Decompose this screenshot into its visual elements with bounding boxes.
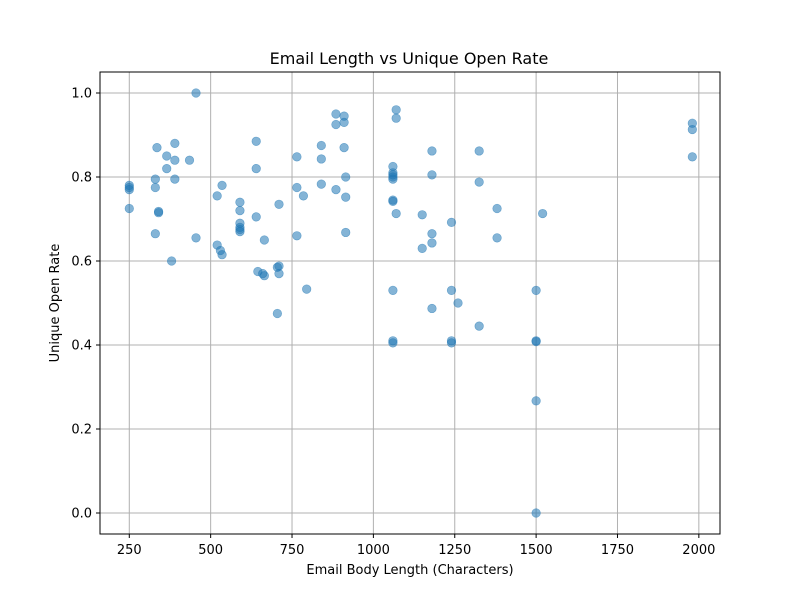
scatter-point	[124, 203, 134, 214]
scatter-point	[531, 337, 541, 347]
y-tick-label: 0.0	[71, 507, 92, 522]
scatter-point	[492, 233, 502, 243]
scatter-point	[538, 208, 548, 219]
scatter-point	[339, 117, 349, 127]
scatter-point	[388, 196, 398, 206]
plot-frame	[99, 71, 721, 535]
scatter-point	[531, 508, 541, 518]
scatter-point	[427, 146, 437, 156]
scatter-point	[427, 303, 437, 314]
scatter-point	[316, 140, 326, 151]
scatter-point	[687, 152, 697, 162]
scatter-point	[170, 155, 180, 165]
scatter-point	[150, 174, 160, 184]
scatter-point	[391, 208, 401, 219]
scatter-point	[341, 227, 351, 238]
scatter-point	[427, 229, 437, 239]
scatter-point	[251, 212, 261, 222]
scatter-point	[417, 210, 427, 220]
scatter-point	[152, 143, 162, 153]
x-axis-label: Email Body Length (Characters)	[306, 563, 513, 578]
scatter-point	[170, 174, 180, 184]
scatter-point	[302, 284, 312, 294]
x-tick-label: 1000	[357, 543, 390, 558]
scatter-point	[339, 143, 349, 153]
scatter-point	[474, 321, 484, 331]
scatter-point	[167, 256, 177, 266]
scatter-point	[292, 182, 302, 193]
scatter-point	[341, 172, 351, 182]
scatter-point	[191, 233, 201, 243]
scatter-point	[474, 146, 484, 156]
scatter-point	[446, 338, 457, 348]
x-tick-label: 750	[280, 543, 305, 558]
scatter-point	[212, 191, 222, 201]
scatter-point	[259, 235, 269, 245]
scatter-point	[162, 164, 172, 174]
scatter-point	[274, 199, 284, 209]
scatter-point	[453, 298, 463, 308]
scatter-point	[531, 285, 541, 296]
scatter-point	[292, 152, 302, 162]
x-tick-label: 500	[198, 543, 223, 558]
x-tick-label: 1750	[601, 543, 634, 558]
x-tick-label: 1250	[438, 543, 471, 558]
y-tick-label: 0.4	[71, 339, 92, 354]
scatter-point	[124, 185, 134, 195]
scatter-point	[150, 229, 160, 239]
scatter-point	[341, 192, 351, 202]
scatter-point	[446, 217, 457, 227]
scatter-point	[388, 285, 398, 296]
scatter-point	[687, 124, 697, 135]
scatter-point	[191, 88, 201, 98]
scatter-point	[153, 206, 164, 217]
scatter-point	[492, 203, 502, 214]
scatter-point	[427, 170, 437, 180]
scatter-point	[474, 177, 484, 187]
scatter-point	[162, 151, 172, 161]
scatter-point	[391, 113, 401, 123]
scatter-point	[388, 338, 398, 348]
scatter-point	[251, 164, 261, 174]
scatter-point	[272, 308, 282, 319]
scatter-point	[292, 231, 302, 241]
scatter-point	[331, 185, 341, 195]
scatter-point	[150, 182, 160, 193]
scatter-point	[274, 269, 284, 279]
x-tick-label: 250	[117, 543, 142, 558]
scatter-point	[316, 154, 326, 164]
grid-lines	[100, 72, 720, 534]
scatter-point	[235, 197, 245, 207]
y-tick-label: 0.2	[71, 423, 92, 438]
scatter-point	[417, 243, 427, 253]
scatter-point	[446, 285, 457, 296]
scatter-point	[217, 180, 227, 190]
scatter-point	[170, 138, 180, 148]
y-tick-label: 1.0	[71, 87, 92, 102]
scatter-point	[331, 119, 341, 130]
axis-ticks: 250 500 750 1000 1250 1500 1750 2000 0.0 0.2 0.4 0.…	[71, 87, 715, 559]
scatter-point	[259, 271, 269, 281]
scatter-point	[235, 206, 245, 216]
scatter-point	[298, 191, 309, 201]
scatter-point	[235, 227, 245, 237]
data-points	[124, 88, 697, 518]
scatter-point	[316, 179, 326, 189]
scatter-point	[388, 174, 398, 184]
scatter-point	[184, 155, 195, 165]
chart-title: Email Length vs Unique Open Rate	[270, 49, 549, 68]
scatter-point	[391, 105, 401, 115]
scatter-point	[251, 136, 261, 146]
x-tick-label: 1500	[520, 543, 553, 558]
y-tick-label: 0.8	[71, 171, 92, 186]
scatter-point	[331, 109, 341, 119]
scatter-point	[217, 250, 227, 260]
scatter-point	[427, 238, 437, 248]
scatter-point	[531, 396, 541, 406]
y-axis-label: Unique Open Rate	[48, 244, 63, 363]
y-tick-label: 0.6	[71, 255, 92, 270]
x-tick-label: 2000	[682, 543, 715, 558]
